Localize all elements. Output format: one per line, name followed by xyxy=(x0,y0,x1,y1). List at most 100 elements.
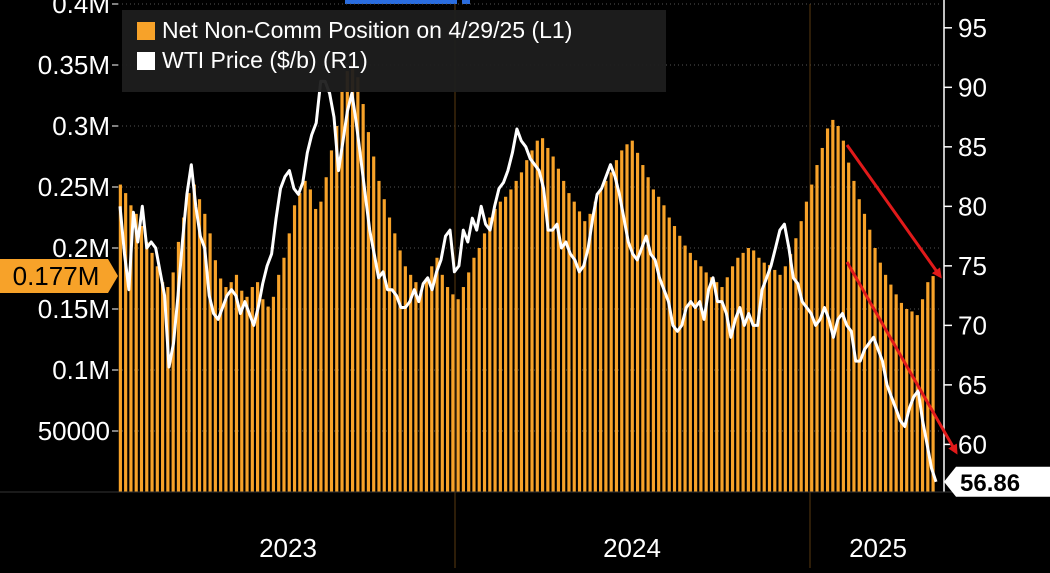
bar xyxy=(366,132,370,492)
bar xyxy=(873,248,877,492)
top-marker xyxy=(345,0,457,4)
bar xyxy=(150,252,154,492)
top-marker xyxy=(462,0,470,4)
bar xyxy=(282,257,286,492)
bar xyxy=(219,278,223,492)
bar xyxy=(451,294,455,492)
bar xyxy=(488,217,492,492)
bar xyxy=(393,233,397,493)
bar xyxy=(187,193,191,492)
bar xyxy=(493,208,497,492)
bar xyxy=(351,62,355,493)
bar xyxy=(145,241,149,492)
bar xyxy=(277,274,281,492)
bar xyxy=(197,199,202,492)
bar xyxy=(261,299,265,492)
bar xyxy=(504,196,508,492)
bar xyxy=(604,180,608,492)
bar xyxy=(683,245,687,492)
bar xyxy=(889,284,893,492)
top-markers xyxy=(345,0,470,4)
bar xyxy=(250,287,254,492)
bar xyxy=(562,180,566,492)
bar xyxy=(894,294,898,492)
bar xyxy=(535,140,539,492)
bar xyxy=(899,302,904,492)
x-tick-label: 2023 xyxy=(259,533,317,563)
line-series xyxy=(118,79,938,483)
bar xyxy=(292,205,297,493)
left-tick-label: 0.3M xyxy=(52,111,110,141)
bar xyxy=(635,152,640,492)
bar xyxy=(757,257,761,492)
bar xyxy=(915,315,919,492)
bar xyxy=(699,266,703,492)
bar xyxy=(625,144,629,493)
bar xyxy=(662,205,666,493)
legend-box xyxy=(122,10,666,92)
bar xyxy=(361,104,365,492)
left-last-value-label: 0.177M xyxy=(13,261,100,291)
bar xyxy=(820,147,824,492)
bar xyxy=(825,128,830,492)
bar xyxy=(672,226,677,493)
bar-series xyxy=(118,62,935,493)
bar xyxy=(767,265,772,492)
trend-arrow xyxy=(845,261,958,455)
left-tick-label: 50000 xyxy=(38,416,110,446)
bar xyxy=(440,274,444,492)
bar xyxy=(657,196,661,492)
bar xyxy=(208,233,212,493)
bar xyxy=(905,309,909,492)
x-tick-label: 2024 xyxy=(603,533,661,563)
legend: Net Non-Comm Position on 4/29/25 (L1) WTI… xyxy=(122,10,666,92)
bar xyxy=(345,71,349,492)
bar xyxy=(256,282,260,492)
bar xyxy=(694,260,698,492)
bar xyxy=(773,269,777,492)
bar xyxy=(688,252,692,492)
bar xyxy=(129,205,133,493)
bar xyxy=(599,189,603,492)
bar xyxy=(303,180,307,492)
bar xyxy=(931,276,935,492)
bar xyxy=(926,282,930,492)
bar xyxy=(593,201,597,492)
bar xyxy=(709,277,714,492)
bar xyxy=(287,233,291,493)
bar xyxy=(530,150,534,492)
bar xyxy=(620,150,624,492)
bar xyxy=(794,238,798,492)
bar xyxy=(878,262,882,492)
wti-price-line xyxy=(118,79,938,483)
bar xyxy=(340,91,344,492)
bar xyxy=(783,266,787,492)
left-tick-label: 0.2M xyxy=(52,233,110,263)
bar xyxy=(630,140,634,492)
bar xyxy=(725,277,729,492)
bar xyxy=(799,221,803,492)
bar xyxy=(319,201,323,492)
bar xyxy=(166,287,170,492)
bar xyxy=(556,168,560,492)
bar xyxy=(810,184,814,492)
bar xyxy=(430,266,434,492)
bar xyxy=(588,213,592,492)
bar xyxy=(678,235,682,493)
bar xyxy=(467,272,471,492)
bar xyxy=(271,296,276,492)
bar xyxy=(324,177,328,493)
bar xyxy=(377,180,381,492)
bar xyxy=(778,274,782,492)
x-tick-label: 2025 xyxy=(849,533,907,563)
bar xyxy=(577,211,582,492)
bar xyxy=(762,262,766,492)
left-tick-label: 0.25M xyxy=(38,172,110,202)
bar xyxy=(387,217,392,492)
bar xyxy=(298,193,302,492)
bar xyxy=(498,201,502,492)
bar xyxy=(831,119,835,493)
bar xyxy=(583,221,587,492)
bar xyxy=(736,257,740,492)
